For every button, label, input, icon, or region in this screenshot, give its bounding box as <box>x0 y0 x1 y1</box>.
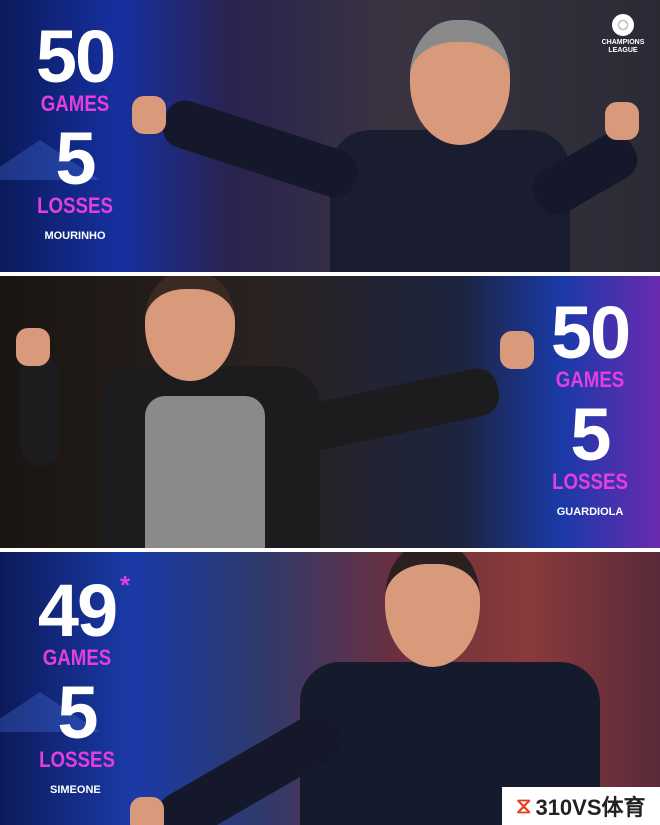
losses-count: 5 <box>570 393 611 476</box>
logo-text: CHAMPIONS <box>601 39 645 46</box>
star-graphic <box>0 692 100 732</box>
star-graphic <box>0 140 100 180</box>
simeone-stats: 49 GAMES 5 LOSSES SIMEONE <box>22 569 132 797</box>
games-label: GAMES <box>40 91 110 116</box>
losses-count: 5 <box>55 117 96 200</box>
logo-text: LEAGUE <box>608 47 638 54</box>
games-count: 50 <box>35 15 116 98</box>
games-label: GAMES <box>555 367 625 392</box>
games-count: 50 <box>550 291 631 374</box>
coach-name: SIMEONE <box>50 784 101 796</box>
guardiola-stats: 50 GAMES 5 LOSSES GUARDIOLA <box>535 291 645 519</box>
champions-league-logo: CHAMPIONS LEAGUE <box>600 14 646 55</box>
coach-name: GUARDIOLA <box>556 506 624 518</box>
mourinho-stats: 50 GAMES 5 LOSSES MOURINHO <box>20 15 130 243</box>
watermark: ⧖ 310VS体育 <box>502 787 660 825</box>
losses-count: 5 <box>57 671 98 754</box>
watermark-text: 310VS体育 <box>535 795 646 820</box>
brand-s-icon: ⧖ <box>516 793 532 818</box>
losses-label: LOSSES <box>37 193 113 218</box>
losses-label: LOSSES <box>552 469 628 494</box>
mourinho-panel: CHAMPIONS LEAGUE 50 GAMES 5 LOSSES MOURI… <box>0 0 660 272</box>
starball-icon <box>612 14 634 36</box>
asterisk-note: * <box>120 570 131 600</box>
guardiola-panel: 50 GAMES 5 LOSSES GUARDIOLA <box>0 276 660 548</box>
games-label: GAMES <box>42 645 112 670</box>
coach-name: MOURINHO <box>44 230 106 242</box>
losses-label: LOSSES <box>39 747 115 772</box>
games-count: 49 <box>37 569 118 652</box>
simeone-panel: 49 GAMES 5 LOSSES SIMEONE * <box>0 552 660 825</box>
